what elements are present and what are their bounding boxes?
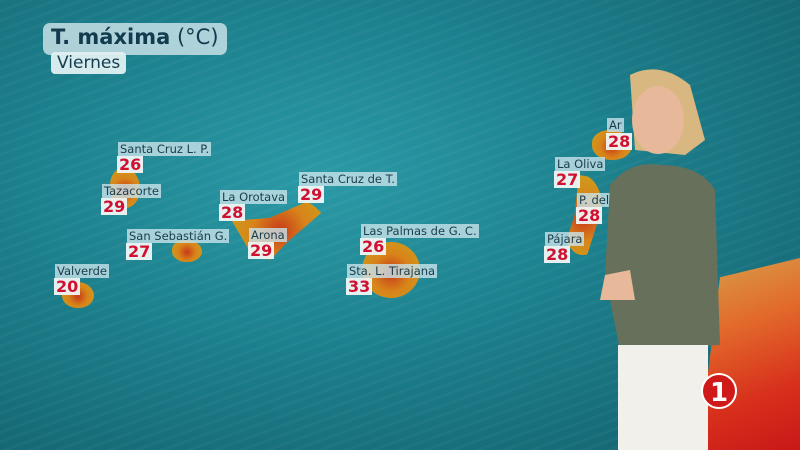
temp-value: 28 (576, 206, 603, 225)
city-label: Arona (249, 228, 287, 242)
presenter (600, 69, 720, 450)
city-label: Sta. L. Tirajana (347, 264, 438, 278)
title-unit: (°C) (176, 25, 219, 49)
temp-value: 28 (219, 203, 246, 222)
channel-logo: 1 (701, 373, 737, 409)
temp-value: 29 (248, 241, 275, 260)
city-label: Pájara (545, 232, 585, 246)
island-la-gomera (172, 240, 202, 262)
temp-value: 29 (101, 197, 128, 216)
temp-value: 27 (554, 170, 581, 189)
city-label: San Sebastián G. (127, 229, 230, 243)
temp-value: 27 (126, 242, 153, 261)
city-label: La Oliva (555, 157, 606, 171)
city-label: Santa Cruz L. P. (118, 142, 212, 156)
temp-value: 33 (346, 277, 373, 296)
title-text: T. máxima (51, 25, 171, 49)
forecast-day: Viernes (51, 52, 127, 74)
city-label: P. del (577, 193, 612, 207)
map-title: T. máxima (°C) (43, 23, 227, 55)
temp-value: 26 (117, 155, 144, 174)
city-label: Santa Cruz de T. (299, 172, 397, 186)
city-label: Valverde (55, 264, 109, 278)
temp-value: 29 (298, 185, 325, 204)
city-label: Las Palmas de G. C. (361, 224, 479, 238)
city-label: Tazacorte (102, 184, 161, 198)
temp-value: 28 (606, 132, 633, 151)
temp-value: 28 (544, 245, 571, 264)
city-label: La Orotava (220, 190, 288, 204)
city-label: Ar (607, 118, 624, 132)
temp-value: 20 (54, 277, 81, 296)
temp-value: 26 (360, 237, 387, 256)
